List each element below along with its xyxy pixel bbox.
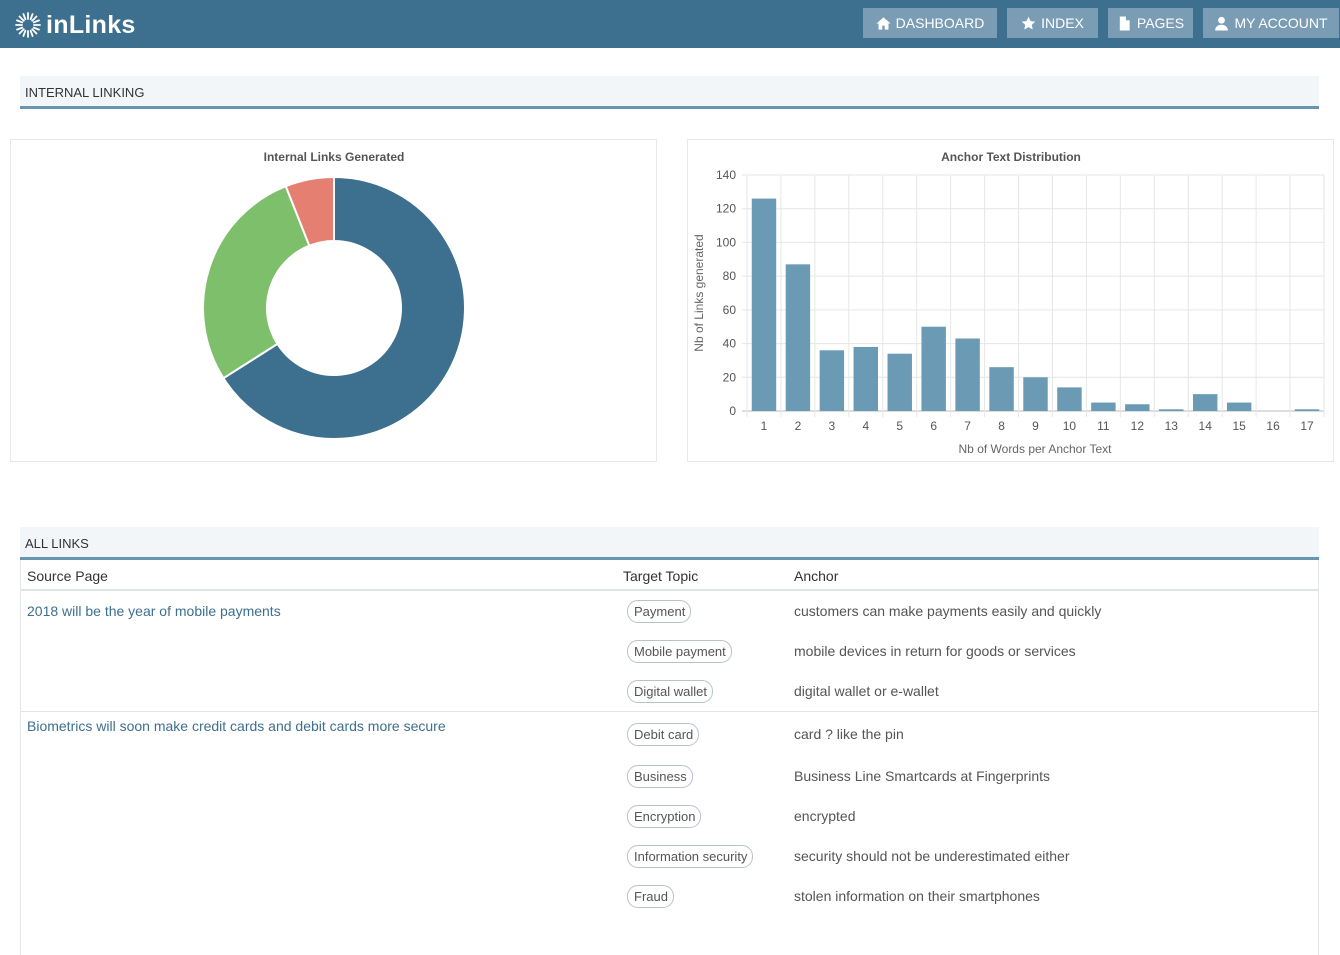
top-navbar: inLinks DASHBOARD INDEX PAGES MY ACCOUNT: [0, 0, 1340, 48]
x-tick-label: 10: [1063, 419, 1077, 433]
bar-chart-xlabel: Nb of Words per Anchor Text: [959, 442, 1113, 456]
y-tick-label: 0: [729, 404, 736, 418]
column-header-source-page[interactable]: Source Page: [27, 568, 108, 584]
anchor-text: Business Line Smartcards at Fingerprints: [794, 768, 1050, 784]
anchor-text: security should not be underestimated ei…: [794, 848, 1070, 864]
nav-my-account-button[interactable]: MY ACCOUNT: [1203, 8, 1339, 38]
bar-chart-title: Anchor Text Distribution: [941, 150, 1081, 164]
anchor-text: encrypted: [794, 808, 856, 824]
bar-chart-ylabel: Nb of Links generated: [692, 234, 706, 351]
donut-slice-3[interactable]: [284, 175, 335, 248]
topic-pill[interactable]: Information security: [627, 845, 754, 868]
home-icon: [876, 16, 891, 30]
anchor-text-chart-panel: Anchor Text Distribution 0 20 40 60 80 100 120…: [687, 139, 1334, 462]
internal-linking-header: INTERNAL LINKING: [20, 76, 1319, 109]
y-tick-label: 20: [723, 370, 737, 384]
bar-3[interactable]: [819, 350, 845, 411]
anchor-text: customers can make payments easily and q…: [794, 603, 1102, 619]
x-tick-label: 13: [1165, 419, 1179, 433]
x-tick-label: 2: [795, 419, 802, 433]
bar-5[interactable]: [887, 353, 912, 411]
x-tick-label: 17: [1300, 419, 1314, 433]
star-icon: [1021, 16, 1036, 29]
anchor-text: digital wallet or e-wallet: [794, 683, 939, 699]
source-page-link[interactable]: Biometrics will soon make credit cards a…: [27, 718, 446, 734]
internal-links-donut-chart: Internal Links Generated: [202, 150, 466, 440]
donut-chart-title: Internal Links Generated: [264, 150, 405, 164]
app-logo[interactable]: inLinks: [14, 11, 136, 39]
bar-12[interactable]: [1125, 404, 1150, 411]
x-tick-label: 9: [1032, 419, 1039, 433]
column-header-target-topic[interactable]: Target Topic: [623, 568, 699, 584]
x-tick-label: 6: [930, 419, 937, 433]
row-divider: [21, 711, 1318, 712]
topic-pill[interactable]: Payment: [627, 600, 692, 623]
file-icon: [1119, 15, 1130, 31]
topic-pill[interactable]: Encryption: [627, 805, 702, 828]
bar-6[interactable]: [921, 326, 946, 411]
y-tick-label: 80: [723, 269, 737, 283]
topic-pill[interactable]: Digital wallet: [627, 680, 713, 703]
source-page-link[interactable]: 2018 will be the year of mobile payments: [27, 603, 281, 619]
bar-17[interactable]: [1294, 409, 1320, 411]
nav-my-account-label: MY ACCOUNT: [1234, 15, 1328, 31]
y-tick-label: 100: [716, 235, 736, 249]
bar-1[interactable]: [751, 198, 777, 411]
bar-13[interactable]: [1159, 409, 1184, 411]
donut-slice-2[interactable]: [202, 184, 311, 380]
bar-8[interactable]: [989, 367, 1014, 411]
x-tick-label: 15: [1232, 419, 1246, 433]
x-tick-label: 7: [964, 419, 971, 433]
nav-pages-label: PAGES: [1136, 15, 1185, 31]
y-tick-label: 40: [723, 337, 737, 351]
nav-dashboard-label: DASHBOARD: [895, 15, 985, 31]
topic-pill[interactable]: Debit card: [627, 723, 700, 746]
topic-pill[interactable]: Fraud: [627, 885, 674, 908]
x-tick-label: 16: [1266, 419, 1280, 433]
anchor-text: stolen information on their smartphones: [794, 888, 1040, 904]
column-header-anchor[interactable]: Anchor: [794, 568, 839, 584]
sunburst-logo-icon: [15, 12, 41, 38]
y-tick-label: 140: [716, 168, 736, 182]
anchor-text-bar-chart: Anchor Text Distribution 0 20 40 60 80 100 120…: [692, 150, 1325, 456]
x-tick-label: 5: [896, 419, 903, 433]
user-icon: [1215, 16, 1229, 31]
nav-index-label: INDEX: [1041, 15, 1084, 31]
topic-pill[interactable]: Mobile payment: [627, 640, 732, 663]
x-tick-label: 8: [998, 419, 1005, 433]
x-tick-label: 14: [1199, 419, 1213, 433]
y-tick-label: 120: [716, 202, 736, 216]
nav-index-button[interactable]: INDEX: [1007, 8, 1098, 38]
x-tick-label: 3: [829, 419, 836, 433]
bar-2[interactable]: [785, 264, 811, 411]
anchor-text: mobile devices in return for goods or se…: [794, 643, 1076, 659]
donut-slice-1[interactable]: [222, 175, 466, 440]
bar-10[interactable]: [1057, 387, 1082, 411]
bar-15[interactable]: [1226, 402, 1252, 411]
app-name: inLinks: [46, 10, 136, 39]
nav-pages-button[interactable]: PAGES: [1108, 8, 1193, 38]
bar-9[interactable]: [1023, 377, 1048, 411]
all-links-table: Source Page Target Topic Anchor 2018 wil…: [20, 560, 1319, 955]
anchor-text: card ? like the pin: [794, 726, 904, 742]
topic-pill[interactable]: Business: [627, 765, 693, 788]
bar-14[interactable]: [1192, 394, 1218, 411]
x-tick-label: 11: [1097, 419, 1110, 433]
x-tick-label: 12: [1131, 419, 1145, 433]
x-tick-label: 4: [862, 419, 869, 433]
bar-11[interactable]: [1091, 402, 1116, 411]
internal-links-chart-panel: Internal Links Generated: [10, 139, 657, 462]
all-links-header: ALL LINKS: [20, 527, 1319, 560]
bar-4[interactable]: [853, 346, 879, 411]
y-tick-label: 60: [723, 303, 737, 317]
nav-dashboard-button[interactable]: DASHBOARD: [863, 8, 997, 38]
table-header-divider: [21, 589, 1318, 591]
x-tick-label: 1: [761, 419, 768, 433]
bar-7[interactable]: [955, 338, 980, 411]
